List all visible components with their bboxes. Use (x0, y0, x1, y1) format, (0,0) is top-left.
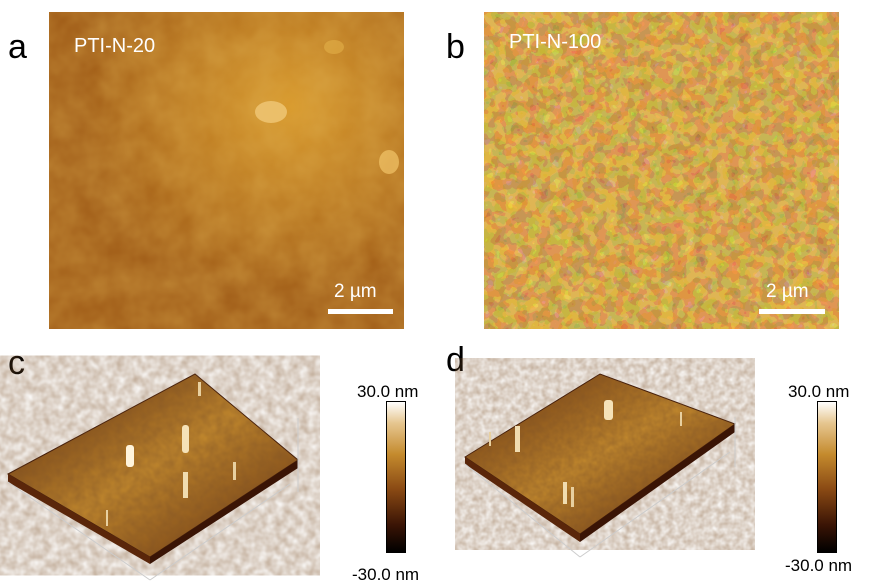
afm-3d-surface-c (6, 373, 299, 581)
height-colorbar-c (386, 401, 406, 553)
sample-label-b: PTI-N-100 (509, 31, 602, 53)
colorbar-min-label-c: -30.0 nm (352, 565, 420, 584)
afm-height-map-a: PTI-N-20 2 µm (49, 12, 404, 329)
sample-label-a: PTI-N-20 (74, 35, 156, 57)
afm-texture-a (49, 12, 404, 329)
afm-3d-surface-d (464, 373, 737, 558)
scale-bar-a (328, 309, 393, 314)
panel-letter-d: d (446, 341, 465, 379)
afm-texture-b (484, 12, 839, 329)
scale-bar-label-a: 2 µm (334, 281, 377, 302)
panel-letter-a: a (8, 28, 27, 66)
scale-bar-label-b: 2 µm (766, 281, 809, 302)
scale-bar-b (759, 309, 825, 314)
panel-letter-b: b (446, 28, 465, 66)
panel-letter-c: c (8, 344, 25, 382)
height-colorbar-d (817, 401, 837, 553)
colorbar-max-label-c: 30.0 nm (357, 382, 419, 401)
afm-height-map-b: PTI-N-100 2 µm (484, 12, 839, 329)
colorbar-max-label-d: 30.0 nm (788, 382, 850, 401)
colorbar-min-label-d: -30.0 nm (785, 556, 853, 575)
